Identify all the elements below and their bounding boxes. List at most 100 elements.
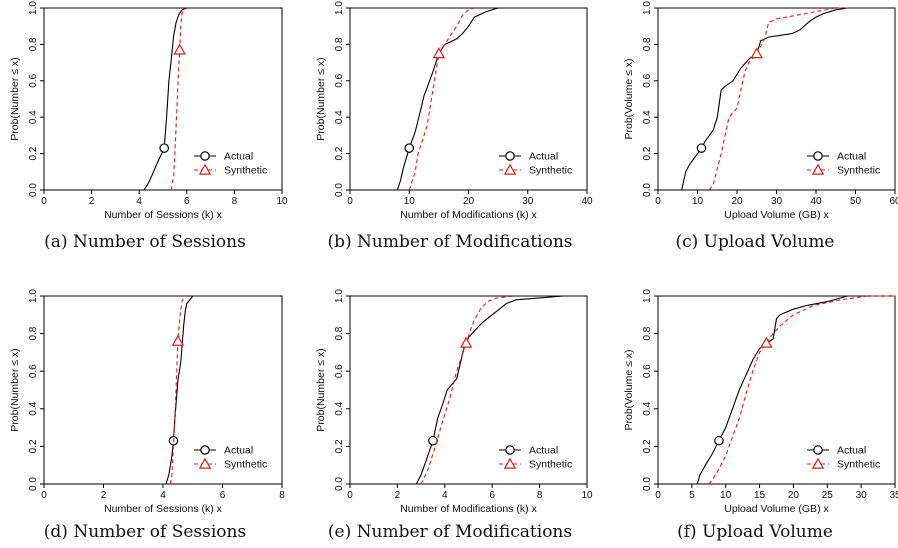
chart-f-series-synthetic-marker bbox=[760, 336, 773, 348]
chart-d-legend-actual-label: Actual bbox=[224, 445, 253, 457]
chart-f-y-tick-label: 1.0 bbox=[642, 289, 653, 303]
chart-c-x-tick-label: 20 bbox=[731, 196, 743, 207]
chart-b-series-synthetic-line bbox=[408, 7, 475, 191]
chart-f-y-tick-label: 0.0 bbox=[642, 477, 653, 491]
chart-b-y-tick-label: 1.0 bbox=[334, 1, 345, 15]
chart-a-series-synthetic-line bbox=[170, 7, 185, 191]
chart-a-y-tick-label: 0.8 bbox=[28, 37, 39, 51]
chart-d-y-tick-label: 0.4 bbox=[28, 401, 39, 415]
chart-f-x-tick-label: 25 bbox=[822, 490, 834, 501]
chart-d-x-tick-label: 8 bbox=[279, 490, 285, 501]
chart-c-series-synthetic-marker bbox=[750, 47, 763, 59]
chart-d-legend-synthetic-label: Synthetic bbox=[224, 459, 267, 471]
chart-d-x-tick-label: 4 bbox=[160, 490, 166, 501]
chart-a-x-tick-label: 0 bbox=[41, 196, 47, 207]
chart-e-x-tick-label: 6 bbox=[489, 490, 495, 501]
chart-c-x-tick-label: 40 bbox=[810, 196, 822, 207]
chart-b-series-synthetic-marker bbox=[432, 47, 446, 59]
chart-f-x-tick-label: 10 bbox=[720, 490, 732, 501]
chart-d-x-tick-label: 0 bbox=[41, 490, 47, 501]
chart-a-x-tick-label: 10 bbox=[276, 196, 288, 207]
chart-c-x-tick-label: 10 bbox=[692, 196, 704, 207]
chart-b-y-tick-label: 0.4 bbox=[334, 110, 345, 124]
chart-d-x-tick-label: 2 bbox=[101, 490, 107, 501]
caption-f: (f) Upload Volume bbox=[677, 522, 833, 542]
chart-f-y-axis-label: Prob(Volume ≤ x) bbox=[623, 349, 635, 430]
chart-a-x-tick-label: 8 bbox=[232, 196, 238, 207]
chart-a-y-tick-label: 0.2 bbox=[28, 146, 39, 160]
chart-b-plot-frame bbox=[349, 7, 588, 191]
chart-d-legend-synthetic-marker bbox=[198, 457, 212, 469]
chart-b: 0 10 20 30 40 0.0 0.2 0.4 0.6 0.8 1.0 Number of Mod… bbox=[300, 0, 598, 230]
chart-a-legend-actual-marker bbox=[200, 151, 210, 161]
chart-b-legend-actual-marker bbox=[505, 151, 515, 161]
chart-e-y-tick-label: 0.0 bbox=[334, 477, 345, 491]
chart-a-x-tick-label: 2 bbox=[89, 196, 95, 207]
chart-c-x-tick-label: 30 bbox=[771, 196, 783, 207]
chart-c-y-tick-label: 0.8 bbox=[642, 37, 653, 51]
chart-b-legend-actual-label: Actual bbox=[529, 151, 558, 163]
chart-c-series-actual-line bbox=[681, 7, 856, 191]
chart-b-y-tick-label: 0.0 bbox=[334, 183, 345, 197]
chart-f-legend-actual-label: Actual bbox=[837, 445, 866, 457]
chart-d-y-tick-label: 0.2 bbox=[28, 439, 39, 453]
chart-e-y-tick-label: 0.8 bbox=[334, 326, 345, 340]
chart-f: 0 5 10 15 20 25 30 35 0.0 0.2 0.4 0.6 0.8 1.0 Upload V… bbox=[608, 288, 898, 518]
chart-c-legend-actual-label: Actual bbox=[837, 151, 866, 163]
chart-f-x-tick-label: 20 bbox=[788, 490, 800, 501]
chart-e-svg: 0 2 4 6 8 10 0.0 0.2 0.4 0.6 0.8 1.0 Number of Modif… bbox=[315, 289, 593, 515]
chart-e-x-tick-label: 2 bbox=[395, 490, 401, 501]
chart-d-legend-actual-marker bbox=[200, 445, 210, 455]
chart-c: 0 10 20 30 40 50 60 0.0 0.2 0.4 0.6 0.8 1.0 Upload Vo… bbox=[608, 0, 898, 230]
chart-d-x-axis-label: Number of Sessions (k) x bbox=[104, 503, 223, 515]
chart-d-y-tick-label: 0.8 bbox=[28, 326, 39, 340]
chart-b-y-tick-label: 0.2 bbox=[334, 146, 345, 160]
chart-c-x-tick-label: 0 bbox=[655, 196, 661, 207]
chart-e-y-tick-label: 0.4 bbox=[334, 401, 345, 415]
chart-f-plot-frame bbox=[657, 295, 896, 485]
chart-f-x-tick-label: 15 bbox=[754, 490, 766, 501]
chart-c-svg: 0 10 20 30 40 50 60 0.0 0.2 0.4 0.6 0.8 1.0 Upload Vo… bbox=[623, 1, 898, 221]
chart-f-y-tick-label: 0.4 bbox=[642, 401, 653, 415]
chart-c-x-tick-label: 60 bbox=[889, 196, 898, 207]
chart-f-series-actual-marker bbox=[714, 435, 724, 446]
chart-e-x-tick-label: 10 bbox=[581, 490, 593, 501]
chart-b-legend-synthetic-marker bbox=[503, 163, 517, 175]
chart-e-series-synthetic-line bbox=[420, 295, 516, 485]
chart-d-y-tick-label: 0.0 bbox=[28, 477, 39, 491]
chart-b-x-tick-label: 30 bbox=[522, 196, 534, 207]
chart-f-x-axis-label: Upload Volume (GB) x bbox=[724, 503, 829, 515]
chart-b-svg: 0 10 20 30 40 0.0 0.2 0.4 0.6 0.8 1.0 Number of Mod… bbox=[315, 1, 593, 221]
chart-e-x-tick-label: 4 bbox=[442, 490, 448, 501]
chart-e-series-actual-marker bbox=[428, 435, 438, 446]
chart-d-y-tick-label: 0.6 bbox=[28, 364, 39, 378]
chart-e-series-synthetic-marker bbox=[459, 336, 473, 348]
chart-d-series-synthetic-marker bbox=[171, 334, 185, 346]
chart-a-legend-synthetic-label: Synthetic bbox=[224, 165, 267, 177]
chart-c-y-tick-label: 0.0 bbox=[642, 183, 653, 197]
chart-b-x-tick-label: 40 bbox=[581, 196, 593, 207]
chart-b-y-axis-label: Prob(Number ≤ x) bbox=[315, 57, 327, 140]
chart-f-x-tick-label: 0 bbox=[655, 490, 661, 501]
chart-f-x-tick-label: 5 bbox=[689, 490, 695, 501]
chart-e-legend-actual-marker bbox=[505, 445, 515, 455]
chart-d-y-tick-label: 1.0 bbox=[28, 289, 39, 303]
chart-a-series-actual-marker bbox=[159, 143, 169, 153]
chart-d-series-synthetic-line bbox=[169, 295, 186, 485]
chart-f-x-tick-label: 35 bbox=[889, 490, 898, 501]
chart-f-y-tick-label: 0.8 bbox=[642, 326, 653, 340]
chart-f-series-synthetic-line bbox=[708, 295, 895, 485]
caption-c: (c) Upload Volume bbox=[675, 232, 835, 252]
chart-a-x-axis-label: Number of Sessions (k) x bbox=[104, 209, 223, 221]
chart-c-series-actual-marker bbox=[696, 143, 707, 153]
chart-c-y-tick-label: 0.6 bbox=[642, 73, 653, 87]
chart-c-legend-synthetic-label: Synthetic bbox=[837, 165, 880, 177]
caption-d: (d) Number of Sessions bbox=[43, 522, 247, 542]
chart-b-x-tick-label: 0 bbox=[347, 196, 353, 207]
chart-f-y-tick-label: 0.2 bbox=[642, 439, 653, 453]
chart-c-y-axis-label: Prob(Volume ≤ x) bbox=[623, 58, 635, 139]
chart-b-x-axis-label: Number of Modifications (k) x bbox=[400, 209, 537, 221]
chart-e-legend-synthetic-marker bbox=[503, 457, 517, 469]
chart-c-plot-frame bbox=[657, 7, 896, 191]
chart-a-x-tick-label: 4 bbox=[136, 196, 142, 207]
